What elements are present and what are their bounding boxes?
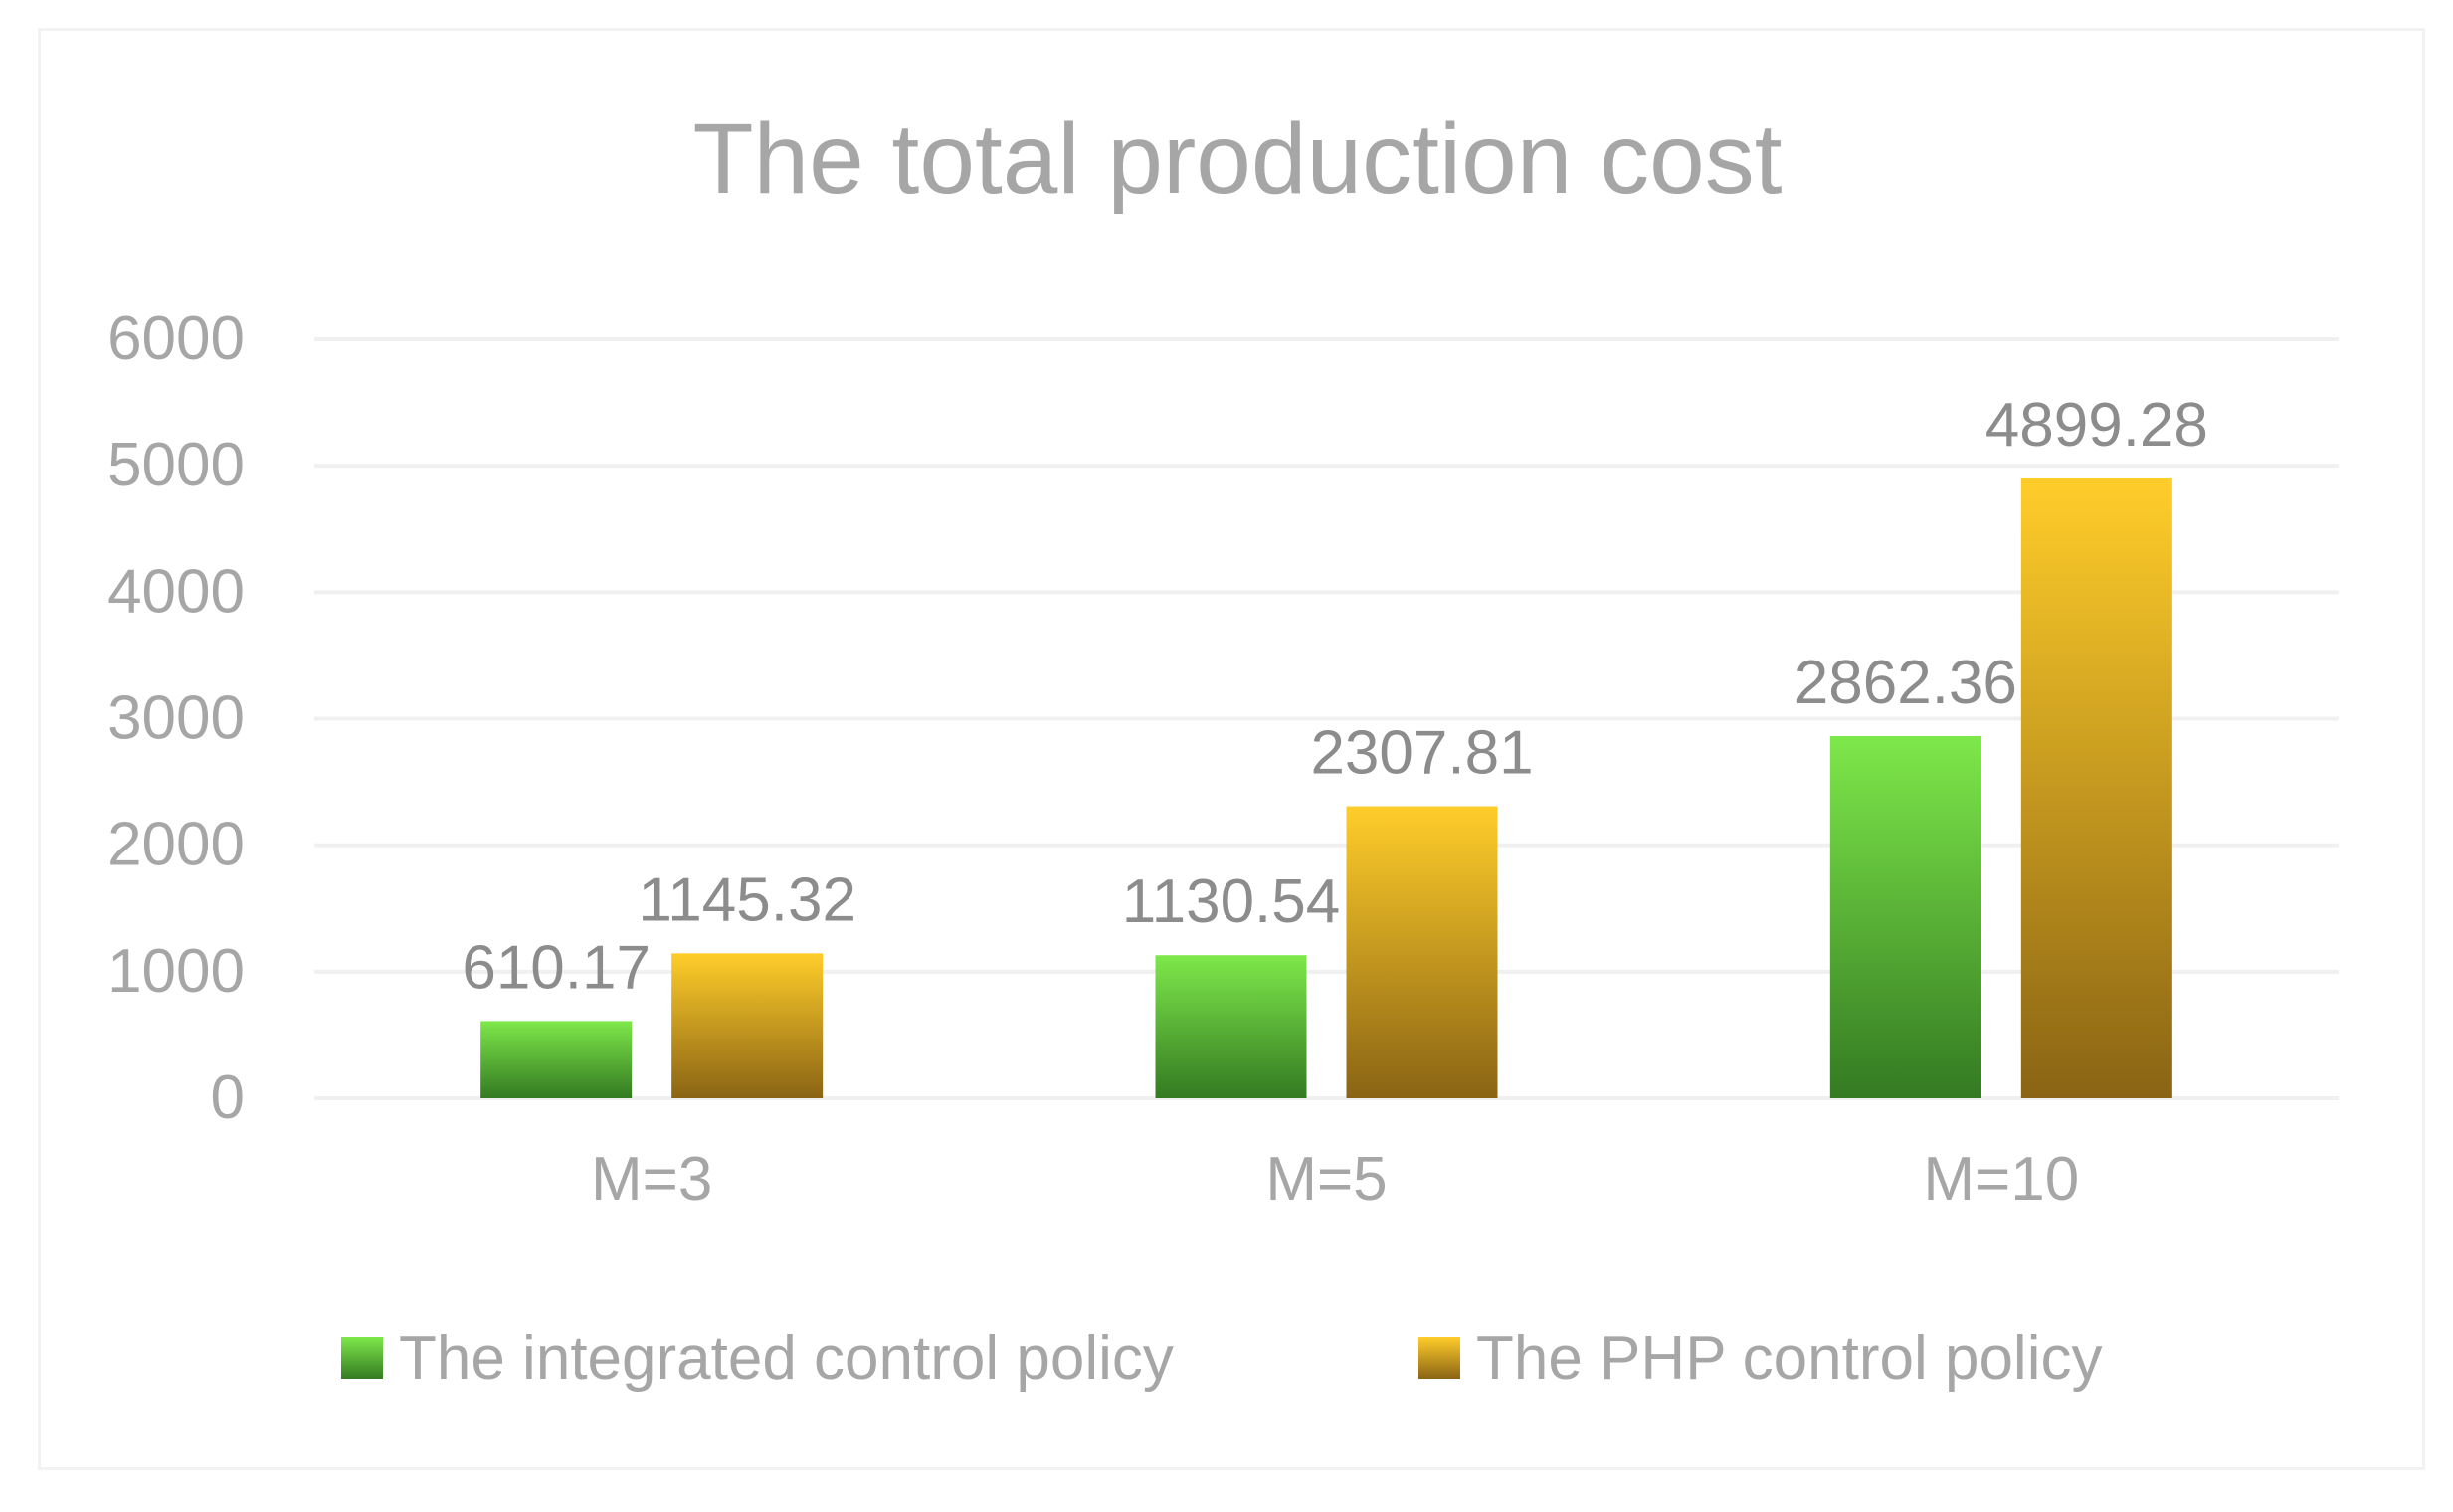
y-tick-label: 3000	[107, 684, 245, 753]
data-label: 2862.36	[1794, 649, 2017, 717]
data-label: 610.17	[462, 933, 651, 1002]
legend-item-integrated: The integrated control policy	[341, 1324, 1174, 1393]
legend-swatch	[341, 1337, 383, 1379]
bar-php-0	[671, 953, 824, 1098]
y-tick-label: 1000	[107, 937, 245, 1006]
x-category-label: M=5	[1265, 1145, 1387, 1214]
bar-php-2	[2020, 477, 2172, 1099]
data-label: 2307.81	[1310, 719, 1533, 788]
data-label: 1130.54	[1122, 867, 1341, 936]
x-category-label: M=10	[1923, 1145, 2079, 1214]
bar-integrated-2	[1829, 736, 1981, 1098]
bar-integrated-0	[480, 1021, 633, 1098]
legend: The integrated control policy The PHP con…	[341, 1324, 2102, 1393]
bar-php-1	[1346, 806, 1498, 1098]
x-axis-categories: M=3 M=5 M=10	[591, 1145, 2079, 1214]
legend-item-php: The PHP control policy	[1418, 1324, 2102, 1393]
chart-title: The total production cost	[692, 103, 1782, 215]
y-tick-label: 2000	[107, 811, 245, 879]
y-tick-label: 5000	[107, 431, 245, 499]
chart-frame: The total production cost 0 1000 2000 3000 4…	[38, 28, 2425, 1470]
y-tick-label: 4000	[107, 557, 245, 626]
bar-integrated-1	[1155, 955, 1307, 1098]
data-label: 4899.28	[1985, 391, 2208, 460]
legend-swatch	[1418, 1337, 1460, 1379]
bars	[480, 477, 2172, 1099]
gridlines	[314, 337, 2339, 1100]
data-label: 1145.32	[638, 865, 856, 934]
y-tick-label: 0	[211, 1063, 245, 1132]
legend-label: The integrated control policy	[399, 1324, 1174, 1393]
y-tick-label: 6000	[107, 304, 245, 373]
legend-label: The PHP control policy	[1476, 1324, 2102, 1393]
bar-chart: The total production cost 0 1000 2000 3000 4…	[107, 103, 2339, 1393]
y-axis-ticks: 0 1000 2000 3000 4000 5000 6000	[107, 304, 245, 1132]
x-category-label: M=3	[591, 1145, 712, 1214]
